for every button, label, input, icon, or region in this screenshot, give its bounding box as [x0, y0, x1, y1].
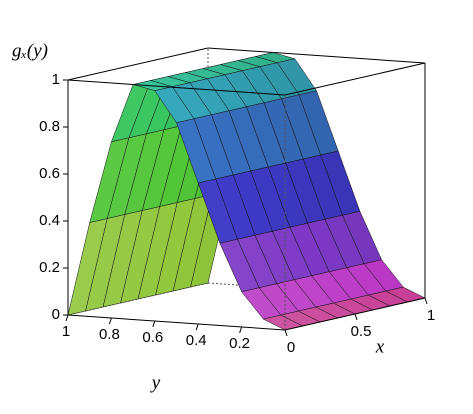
y-tick — [65, 314, 69, 322]
z-tick-label: 0.2 — [39, 259, 60, 276]
z-tick-label: 0.4 — [39, 212, 60, 229]
y-axis-label: y — [150, 372, 161, 393]
z-axis-label: gₓ(y) — [12, 40, 48, 61]
z-tick-label: 0.6 — [39, 165, 60, 182]
z-tick-label: 0 — [52, 306, 60, 323]
x-tick-label: 1 — [427, 307, 435, 324]
box-edge — [207, 47, 426, 64]
box-edge — [67, 47, 209, 81]
y-tick-label: 0.6 — [142, 329, 163, 346]
y-tick-label: 0.2 — [229, 335, 250, 352]
x-axis-label: x — [375, 336, 385, 357]
x-tick-label: 0.5 — [351, 323, 372, 340]
x-tick — [354, 313, 358, 321]
z-tick-label: 1 — [52, 71, 60, 88]
z-tick-label: 0.8 — [39, 118, 60, 135]
y-tick-label: 0.4 — [186, 332, 207, 349]
x-tick — [424, 297, 428, 305]
x-tick-label: 0 — [287, 339, 295, 356]
box-edge — [67, 79, 286, 96]
y-axis — [67, 314, 286, 331]
y-tick — [195, 323, 199, 331]
y-tick-label: 0.8 — [99, 326, 120, 343]
x-tick — [284, 329, 288, 337]
y-tick — [108, 317, 112, 325]
box-edge — [284, 62, 426, 96]
y-tick — [152, 320, 156, 328]
y-tick-label: 1 — [62, 323, 70, 340]
y-tick — [239, 326, 243, 334]
